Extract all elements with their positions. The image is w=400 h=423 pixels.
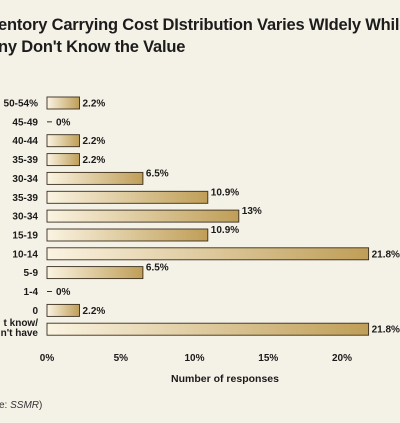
x-tick-label-4: 20% bbox=[332, 353, 352, 364]
bars-group bbox=[47, 97, 369, 335]
bar-11 bbox=[47, 304, 80, 316]
category-label-2: 40-44 bbox=[12, 136, 38, 147]
bar-5 bbox=[47, 191, 208, 203]
category-label-4: 30-34 bbox=[12, 174, 38, 185]
bar-7 bbox=[47, 229, 208, 241]
x-axis-title: Number of responses bbox=[150, 373, 300, 385]
value-label-10: 0% bbox=[56, 287, 71, 298]
bar-3 bbox=[47, 154, 80, 166]
category-label-12: t know/n't have bbox=[1, 318, 39, 339]
x-tick-labels-group: 0% 5% 10% 15% 20% bbox=[40, 353, 352, 364]
category-label-5: 35-39 bbox=[12, 193, 38, 204]
value-label-0: 2.2% bbox=[83, 99, 106, 110]
category-label-7: 15-19 bbox=[12, 231, 38, 242]
value-label-9: 6.5% bbox=[146, 263, 169, 274]
bar-6 bbox=[47, 210, 239, 222]
value-label-7: 10.9% bbox=[211, 225, 239, 236]
bar-12 bbox=[47, 323, 369, 335]
x-tick-label-1: 5% bbox=[114, 353, 129, 364]
category-label-0: 50-54% bbox=[4, 99, 39, 110]
bar-8 bbox=[47, 248, 369, 260]
value-label-2: 2.2% bbox=[83, 136, 106, 147]
bar-4 bbox=[47, 172, 143, 184]
category-labels-group: 50-54% 45-49 40-44 35-39 30-34 35-39 30-34 15-1… bbox=[1, 99, 39, 340]
category-label-3: 35-39 bbox=[12, 155, 38, 166]
value-label-4: 6.5% bbox=[146, 168, 169, 179]
value-label-12: 21.8% bbox=[372, 325, 400, 336]
value-label-6: 13% bbox=[242, 206, 262, 217]
value-label-1: 0% bbox=[56, 117, 71, 128]
bar-2 bbox=[47, 135, 80, 147]
category-label-1: 45-49 bbox=[12, 117, 38, 128]
category-label-6: 30-34 bbox=[12, 212, 38, 223]
source-prefix: ce: bbox=[0, 400, 10, 411]
source-suffix: ) bbox=[39, 400, 42, 411]
x-tick-label-3: 15% bbox=[258, 353, 278, 364]
category-label-9: 5-9 bbox=[24, 268, 39, 279]
source-name: SSMR bbox=[10, 400, 39, 411]
x-tick-label-0: 0% bbox=[40, 353, 55, 364]
value-label-5: 10.9% bbox=[211, 187, 239, 198]
bar-9 bbox=[47, 267, 143, 279]
x-tick-label-2: 10% bbox=[184, 353, 204, 364]
category-label-11: 0 bbox=[32, 306, 38, 317]
value-label-8: 21.8% bbox=[372, 249, 400, 260]
bar-0 bbox=[47, 97, 80, 109]
category-label-8: 10-14 bbox=[12, 249, 38, 260]
value-label-11: 2.2% bbox=[83, 306, 106, 317]
category-label-10: 1-4 bbox=[24, 287, 39, 298]
value-label-3: 2.2% bbox=[83, 155, 106, 166]
source-note: ce: SSMR) bbox=[0, 400, 42, 411]
